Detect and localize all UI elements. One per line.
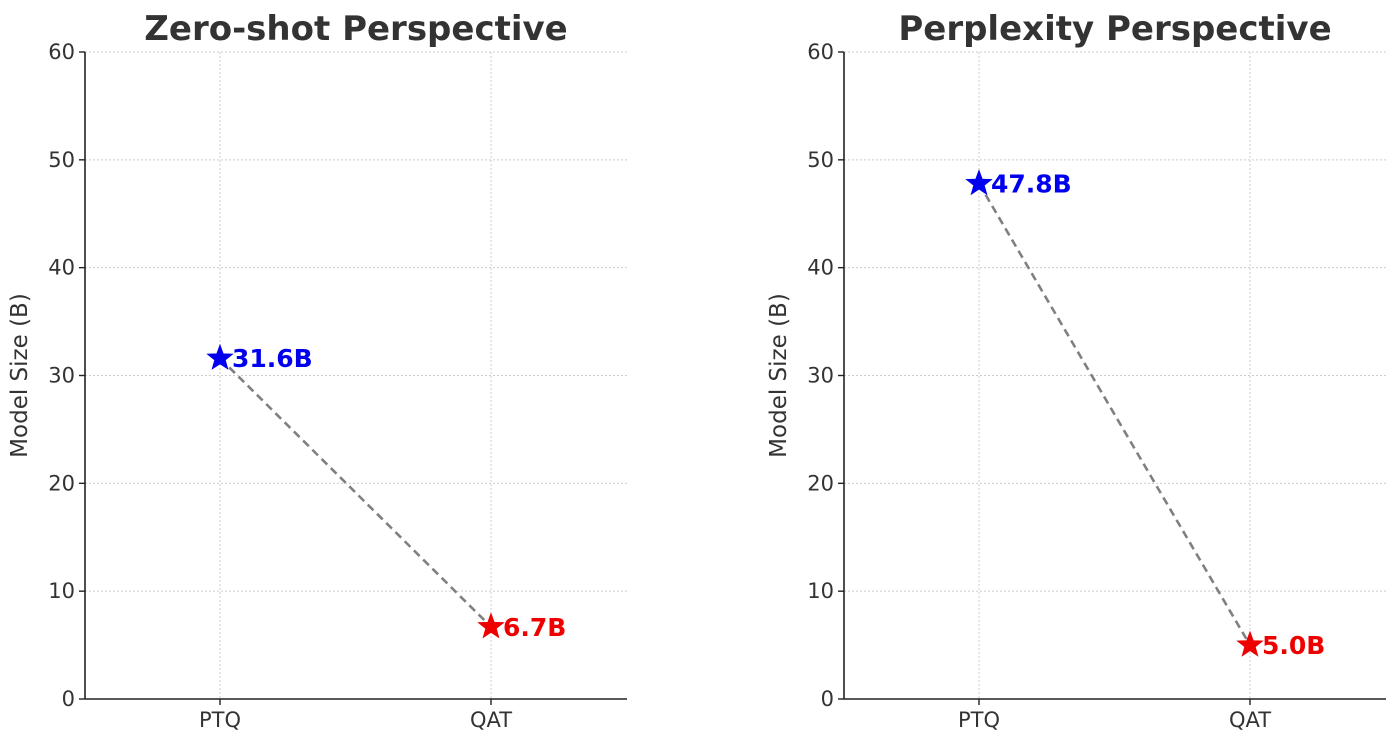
y-axis-label: Model Size (B) <box>766 293 792 458</box>
y-tick-label: 50 <box>48 148 75 172</box>
chart-title: Zero-shot Perspective <box>144 9 568 49</box>
y-tick-label: 30 <box>807 364 834 388</box>
y-tick-label: 50 <box>807 148 834 172</box>
x-tick-label: QAT <box>470 708 512 732</box>
connector-line <box>977 182 1252 646</box>
y-tick-label: 0 <box>62 687 75 711</box>
chart-title: Perplexity Perspective <box>898 9 1331 49</box>
y-tick-label: 60 <box>807 40 834 64</box>
y-tick-label: 10 <box>807 579 834 603</box>
y-tick-label: 0 <box>821 687 834 711</box>
data-point-star-icon <box>477 612 505 639</box>
y-axis-label: Model Size (B) <box>7 293 33 458</box>
x-tick-label: QAT <box>1229 708 1271 732</box>
data-point-star-icon <box>965 169 993 196</box>
grid-lines <box>85 51 627 699</box>
y-tick-label: 30 <box>48 364 75 388</box>
data-point-star-icon <box>1236 630 1264 657</box>
y-tick-label: 20 <box>807 471 834 495</box>
y-tick-label: 40 <box>807 256 834 280</box>
data-point-star-icon <box>206 343 234 370</box>
data-label: 47.8B <box>991 170 1072 199</box>
connector-line <box>219 357 492 628</box>
y-tick-label: 10 <box>48 579 75 603</box>
data-label: 5.0B <box>1262 631 1325 660</box>
x-tick-label: PTQ <box>199 708 241 732</box>
x-tick-label: PTQ <box>958 708 1000 732</box>
y-tick-label: 20 <box>48 471 75 495</box>
data-label: 6.7B <box>503 613 566 642</box>
data-label: 31.6B <box>232 344 313 373</box>
y-tick-label: 40 <box>48 256 75 280</box>
chart-panel-perplexity: Perplexity Perspective Model Size (B) 0 1… <box>766 9 1386 732</box>
grid-lines <box>844 51 1386 699</box>
chart-panel-zero-shot: Zero-shot Perspective Model Size (B) 0 10… <box>7 9 627 732</box>
y-tick-label: 60 <box>48 40 75 64</box>
